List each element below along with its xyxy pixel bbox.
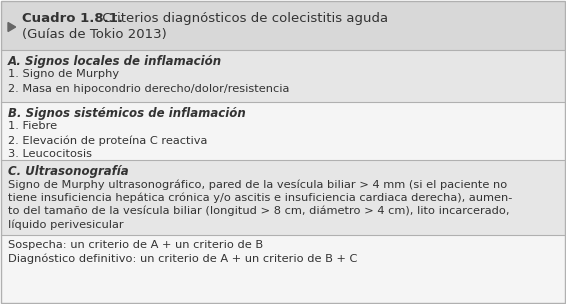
Bar: [1, 235, 565, 303]
Text: Sospecha: un criterio de A + un criterio de B: Sospecha: un criterio de A + un criterio…: [8, 240, 263, 250]
Text: 1. Signo de Murphy: 1. Signo de Murphy: [8, 69, 119, 79]
Text: A. Signos locales de inflamación: A. Signos locales de inflamación: [8, 55, 222, 68]
Bar: [1, 102, 565, 160]
Text: 1. Fiebre: 1. Fiebre: [8, 121, 57, 131]
Text: Signo de Murphy ultrasonográfico, pared de la vesícula biliar > 4 mm (si el paci: Signo de Murphy ultrasonográfico, pared …: [8, 179, 507, 189]
Polygon shape: [8, 22, 16, 32]
Text: 2. Elevación de proteína C reactiva: 2. Elevación de proteína C reactiva: [8, 135, 207, 146]
Text: B. Signos sistémicos de inflamación: B. Signos sistémicos de inflamación: [8, 107, 246, 120]
Text: 2. Masa en hipocondrio derecho/dolor/resistencia: 2. Masa en hipocondrio derecho/dolor/res…: [8, 84, 289, 94]
Bar: [1, 1, 565, 50]
Text: Cuadro 1.8.1.: Cuadro 1.8.1.: [22, 12, 123, 25]
Bar: [1, 160, 565, 235]
Text: Diagnóstico definitivo: un criterio de A + un criterio de B + C: Diagnóstico definitivo: un criterio de A…: [8, 254, 357, 264]
Text: to del tamaño de la vesícula biliar (longitud > 8 cm, diámetro > 4 cm), lito inc: to del tamaño de la vesícula biliar (lon…: [8, 206, 509, 216]
Text: tiene insuficiencia hepática crónica y/o ascitis e insuficiencia cardiaca derech: tiene insuficiencia hepática crónica y/o…: [8, 192, 512, 203]
Text: Criterios diagnósticos de colecistitis aguda: Criterios diagnósticos de colecistitis a…: [98, 12, 388, 25]
Text: 3. Leucocitosis: 3. Leucocitosis: [8, 149, 92, 159]
Text: C. Ultrasonografía: C. Ultrasonografía: [8, 165, 128, 178]
Text: líquido perivesicular: líquido perivesicular: [8, 219, 123, 230]
Bar: [1, 50, 565, 102]
Text: (Guías de Tokio 2013): (Guías de Tokio 2013): [22, 28, 167, 41]
